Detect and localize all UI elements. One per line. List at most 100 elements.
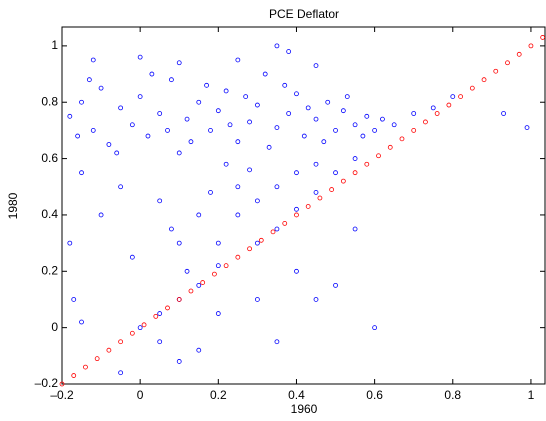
scatter-point	[90, 128, 96, 133]
y-tick-label: 0.8	[41, 94, 58, 108]
scatter-point	[450, 94, 456, 99]
scatter-point	[411, 111, 417, 116]
scatter-point	[294, 268, 299, 274]
scatter-point	[372, 128, 378, 133]
scatter-point	[352, 122, 358, 128]
scatter-point	[262, 71, 268, 77]
scatter-point	[200, 280, 206, 285]
scatter-point	[212, 271, 217, 277]
scatter-point	[208, 189, 213, 195]
scatter-point	[313, 63, 319, 69]
scatter-point	[301, 133, 307, 139]
scatter-point	[129, 330, 135, 336]
scatter-point	[184, 268, 190, 274]
scatter-point	[149, 71, 155, 77]
scatter-point	[270, 229, 276, 235]
scatter-point	[196, 347, 202, 353]
scatter-point	[176, 240, 182, 246]
scatter-point	[344, 94, 350, 99]
scatter-point	[176, 60, 182, 66]
scatter-point	[79, 170, 84, 176]
scatter-point	[188, 139, 194, 145]
scatter-point	[176, 359, 182, 364]
scatter-point	[215, 108, 221, 114]
scatter-point	[90, 57, 96, 63]
scatter-point	[254, 102, 260, 108]
scatter-point	[294, 212, 299, 218]
scatter-point	[294, 91, 299, 97]
scatter-point	[176, 150, 182, 156]
scatter-point	[137, 94, 143, 99]
scatter-point	[118, 184, 124, 190]
y-tick-label: 0.4	[41, 207, 58, 221]
scatter-point	[376, 153, 381, 159]
scatter-point	[501, 111, 506, 116]
scatter-point	[258, 237, 264, 243]
scatter-point	[188, 288, 194, 294]
scatter-point	[430, 105, 436, 111]
scatter-point	[360, 133, 366, 139]
scatter-point	[469, 85, 475, 91]
scatter-point	[157, 339, 163, 345]
scatter-point	[153, 313, 159, 319]
scatter-point	[98, 85, 104, 91]
scatter-point	[114, 150, 120, 156]
x-tick-label: 0	[137, 388, 144, 402]
scatter-point	[118, 370, 124, 376]
scatter-point	[540, 35, 546, 40]
scatter-point	[313, 116, 319, 122]
scatter-point	[247, 246, 252, 252]
scatter-point	[380, 116, 385, 122]
scatter-point	[71, 373, 77, 378]
scatter-point	[79, 99, 84, 105]
y-tick-label: 1	[51, 38, 58, 52]
scatter-point	[215, 311, 221, 316]
scatter-point	[411, 128, 417, 133]
scatter-point	[391, 122, 397, 128]
x-axis-label: 1960	[291, 402, 318, 416]
x-tick-label: 0.6	[366, 388, 383, 402]
scatter-point	[223, 88, 229, 94]
scatter-point	[59, 381, 65, 387]
scatter-point	[274, 184, 280, 190]
x-tick-label: –0.2	[50, 388, 74, 402]
scatter-point	[165, 128, 170, 133]
scatter-point	[274, 43, 280, 49]
scatter-point	[118, 339, 124, 345]
scatter-point	[446, 102, 452, 108]
scatter-point	[364, 161, 370, 167]
scatter-point	[67, 113, 73, 119]
scatter-point	[83, 364, 88, 370]
scatter-point	[313, 161, 319, 167]
scatter-point	[340, 178, 346, 184]
scatter-point	[399, 136, 405, 142]
x-tick-label: 0.8	[444, 388, 461, 402]
scatter-point	[67, 240, 73, 246]
scatter-point	[352, 170, 358, 176]
x-tick-label: 0.2	[210, 388, 227, 402]
scatter-point	[516, 51, 522, 57]
scatter-point	[86, 77, 92, 83]
scatter-point	[169, 77, 174, 83]
scatter-point	[106, 347, 112, 353]
scatter-point	[118, 105, 124, 111]
scatter-point	[145, 133, 151, 139]
scatter-point	[215, 240, 221, 246]
scatter-point	[294, 170, 299, 176]
scatter-point	[282, 82, 288, 88]
scatter-point	[215, 263, 221, 269]
scatter-point	[254, 297, 260, 302]
scatter-point	[313, 189, 319, 195]
scatter-point	[352, 156, 358, 161]
scatter-point	[157, 311, 163, 316]
scatter-point	[106, 142, 112, 147]
scatter-point	[254, 240, 260, 246]
scatter-point	[340, 108, 346, 114]
scatter-point	[313, 297, 319, 302]
scatter-point	[235, 139, 241, 145]
scatter-point	[333, 128, 338, 133]
plot-frame	[61, 26, 546, 385]
scatter-point	[196, 212, 202, 218]
scatter-point	[254, 198, 260, 204]
